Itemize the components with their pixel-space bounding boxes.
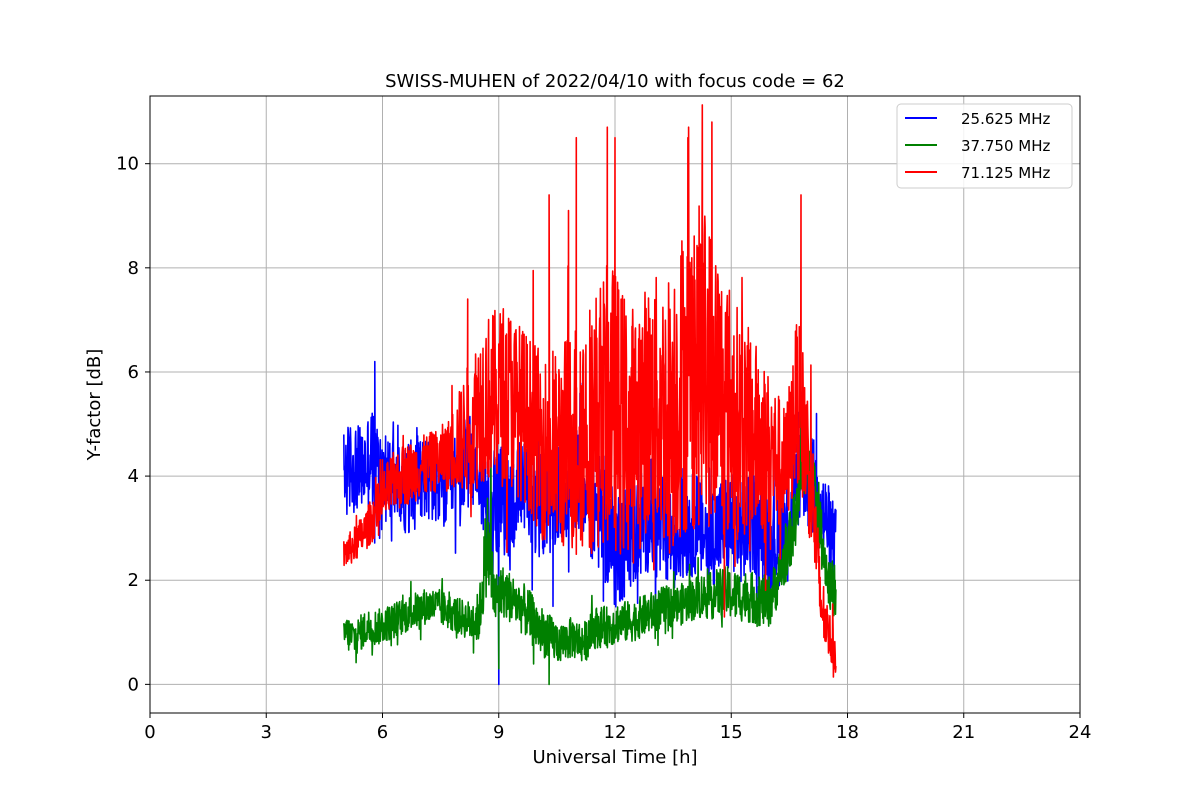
series-line-2 — [343, 407, 837, 686]
y-tick-label: 8 — [128, 258, 139, 279]
x-tick-label: 0 — [144, 722, 155, 743]
y-tick-label: 2 — [128, 570, 139, 591]
y-tick-label: 4 — [128, 466, 139, 487]
legend-label: 37.750 MHz — [961, 137, 1050, 155]
series-line-3 — [343, 104, 837, 678]
x-axis-label: Universal Time [h] — [532, 747, 697, 768]
y-tick-label: 0 — [128, 674, 139, 695]
x-tick-label: 18 — [836, 722, 859, 743]
x-tick-label: 12 — [604, 722, 627, 743]
x-tick-label: 24 — [1069, 722, 1092, 743]
legend-label: 71.125 MHz — [961, 164, 1050, 182]
y-axis-label: Y-factor [dB] — [84, 349, 105, 462]
plot-area — [343, 104, 837, 686]
x-tick-label: 21 — [952, 722, 975, 743]
x-tick-label: 9 — [493, 722, 504, 743]
x-tick-label: 15 — [720, 722, 743, 743]
legend-box — [896, 103, 1073, 189]
x-tick-label: 3 — [261, 722, 272, 743]
y-tick-label: 6 — [128, 362, 139, 383]
legend: 25.625 MHz 37.750 MHz 71.125 MHz — [896, 103, 1073, 189]
y-tick-label: 10 — [116, 154, 139, 175]
x-tick-label: 6 — [377, 722, 388, 743]
chart-title: SWISS-MUHEN of 2022/04/10 with focus cod… — [385, 71, 845, 92]
legend-label: 25.625 MHz — [961, 110, 1050, 128]
